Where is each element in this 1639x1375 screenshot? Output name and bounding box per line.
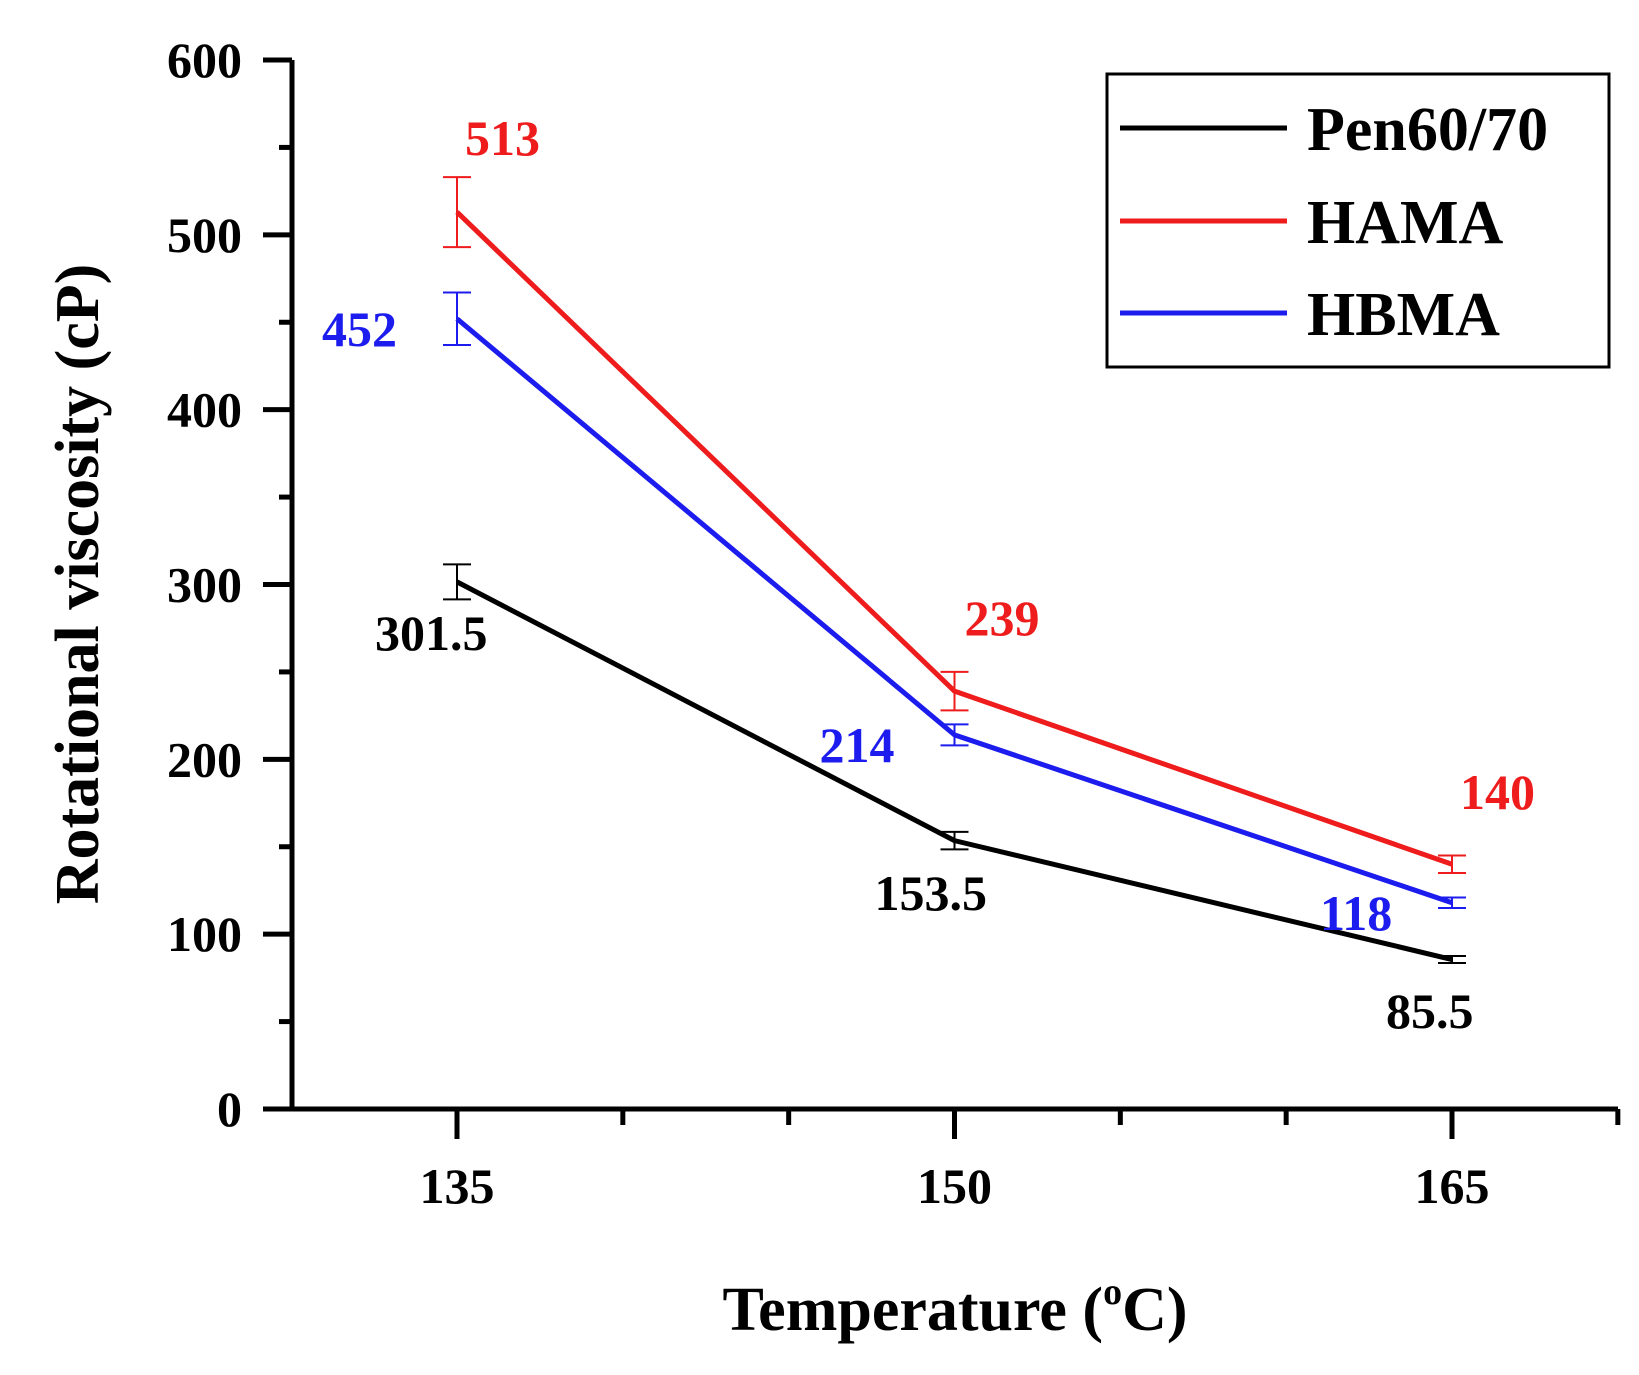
data-label-hbma: 214 <box>820 717 895 773</box>
data-label-hama: 140 <box>1460 764 1535 820</box>
legend-label-hama: HAMA <box>1307 189 1504 257</box>
data-label-hbma: 118 <box>1320 885 1392 941</box>
y-tick-label: 0 <box>217 1081 242 1137</box>
legend: Pen60/70 HAMA HBMA <box>1105 72 1611 369</box>
y-ticks: 0 100 200 300 400 500 600 <box>167 32 292 1137</box>
x-tick-label: 165 <box>1415 1158 1490 1214</box>
x-tick-label: 135 <box>420 1158 495 1214</box>
data-label-pen6070: 153.5 <box>875 865 988 921</box>
y-axis-title: Rotational viscosity (cP) <box>44 264 112 905</box>
data-labels: 301.5 153.5 85.5 513 239 140 452 214 118 <box>322 110 1535 1039</box>
legend-label-pen6070: Pen60/70 <box>1307 96 1548 164</box>
x-axis-title-suffix: C) <box>1122 1276 1187 1344</box>
series-layer <box>443 176 1466 965</box>
data-label-hbma: 452 <box>322 301 397 357</box>
y-tick-label: 100 <box>167 906 242 962</box>
series-hama <box>443 176 1466 874</box>
legend-label-hbma: HBMA <box>1307 281 1500 349</box>
data-label-pen6070: 85.5 <box>1386 983 1474 1039</box>
data-label-hama: 513 <box>465 110 540 166</box>
y-tick-label: 600 <box>167 32 242 88</box>
y-tick-label: 200 <box>167 731 242 787</box>
data-label-hama: 239 <box>965 590 1040 646</box>
series-line-hbma <box>455 316 1453 906</box>
series-hbma <box>443 291 1466 909</box>
x-tick-label: 150 <box>917 1158 992 1214</box>
x-axis-title: Temperature (oC) <box>723 1271 1188 1344</box>
data-label-pen6070: 301.5 <box>375 605 488 661</box>
y-tick-label: 500 <box>167 207 242 263</box>
x-ticks: 135 150 165 <box>420 1109 1621 1214</box>
series-pen6070 <box>443 563 1466 965</box>
x-axis-title-superscript: o <box>1103 1271 1122 1313</box>
x-axis-title-main: Temperature ( <box>723 1276 1104 1344</box>
y-tick-label: 300 <box>167 557 242 613</box>
y-tick-label: 400 <box>167 382 242 438</box>
